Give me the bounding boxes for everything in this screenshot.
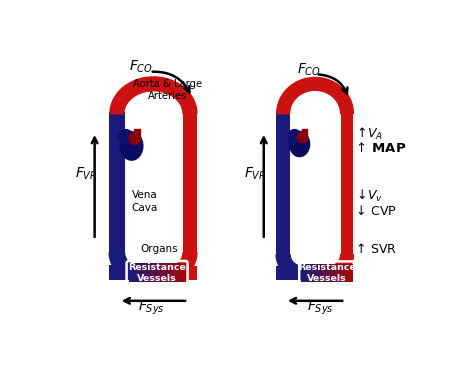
Polygon shape <box>110 77 197 114</box>
Text: $\uparrow\! V_A$: $\uparrow\! V_A$ <box>355 126 383 142</box>
Text: Organs: Organs <box>140 244 178 254</box>
Circle shape <box>129 132 141 144</box>
Ellipse shape <box>290 131 310 157</box>
Text: $F_{CO}$: $F_{CO}$ <box>128 58 153 74</box>
Text: $F_{CO}$: $F_{CO}$ <box>297 62 321 78</box>
Polygon shape <box>329 255 354 279</box>
Text: $F_{VR}$: $F_{VR}$ <box>245 166 267 182</box>
Circle shape <box>297 132 308 142</box>
Text: Resistance
Vessels: Resistance Vessels <box>128 263 186 283</box>
Polygon shape <box>276 255 301 280</box>
Text: $\uparrow\!$ MAP: $\uparrow\!$ MAP <box>353 141 406 155</box>
Text: Resistance
Vessels: Resistance Vessels <box>298 263 356 283</box>
Polygon shape <box>109 253 137 280</box>
Ellipse shape <box>120 132 143 160</box>
Circle shape <box>288 130 301 142</box>
Text: $\uparrow\!$ SVR: $\uparrow\!$ SVR <box>353 242 397 256</box>
Polygon shape <box>170 253 197 280</box>
Text: $\downarrow\! V_v$: $\downarrow\! V_v$ <box>355 188 383 204</box>
Text: $F_{Sys}$: $F_{Sys}$ <box>307 298 334 316</box>
Text: $F_{VR}$: $F_{VR}$ <box>75 166 98 182</box>
Text: Aorta & Large
Arteries: Aorta & Large Arteries <box>134 79 202 101</box>
Text: Vena
Cava: Vena Cava <box>131 190 157 213</box>
Polygon shape <box>277 77 354 114</box>
Circle shape <box>118 130 133 144</box>
Text: $\downarrow\!$ CVP: $\downarrow\!$ CVP <box>353 204 396 218</box>
Text: $F_{Sys}$: $F_{Sys}$ <box>138 298 165 316</box>
